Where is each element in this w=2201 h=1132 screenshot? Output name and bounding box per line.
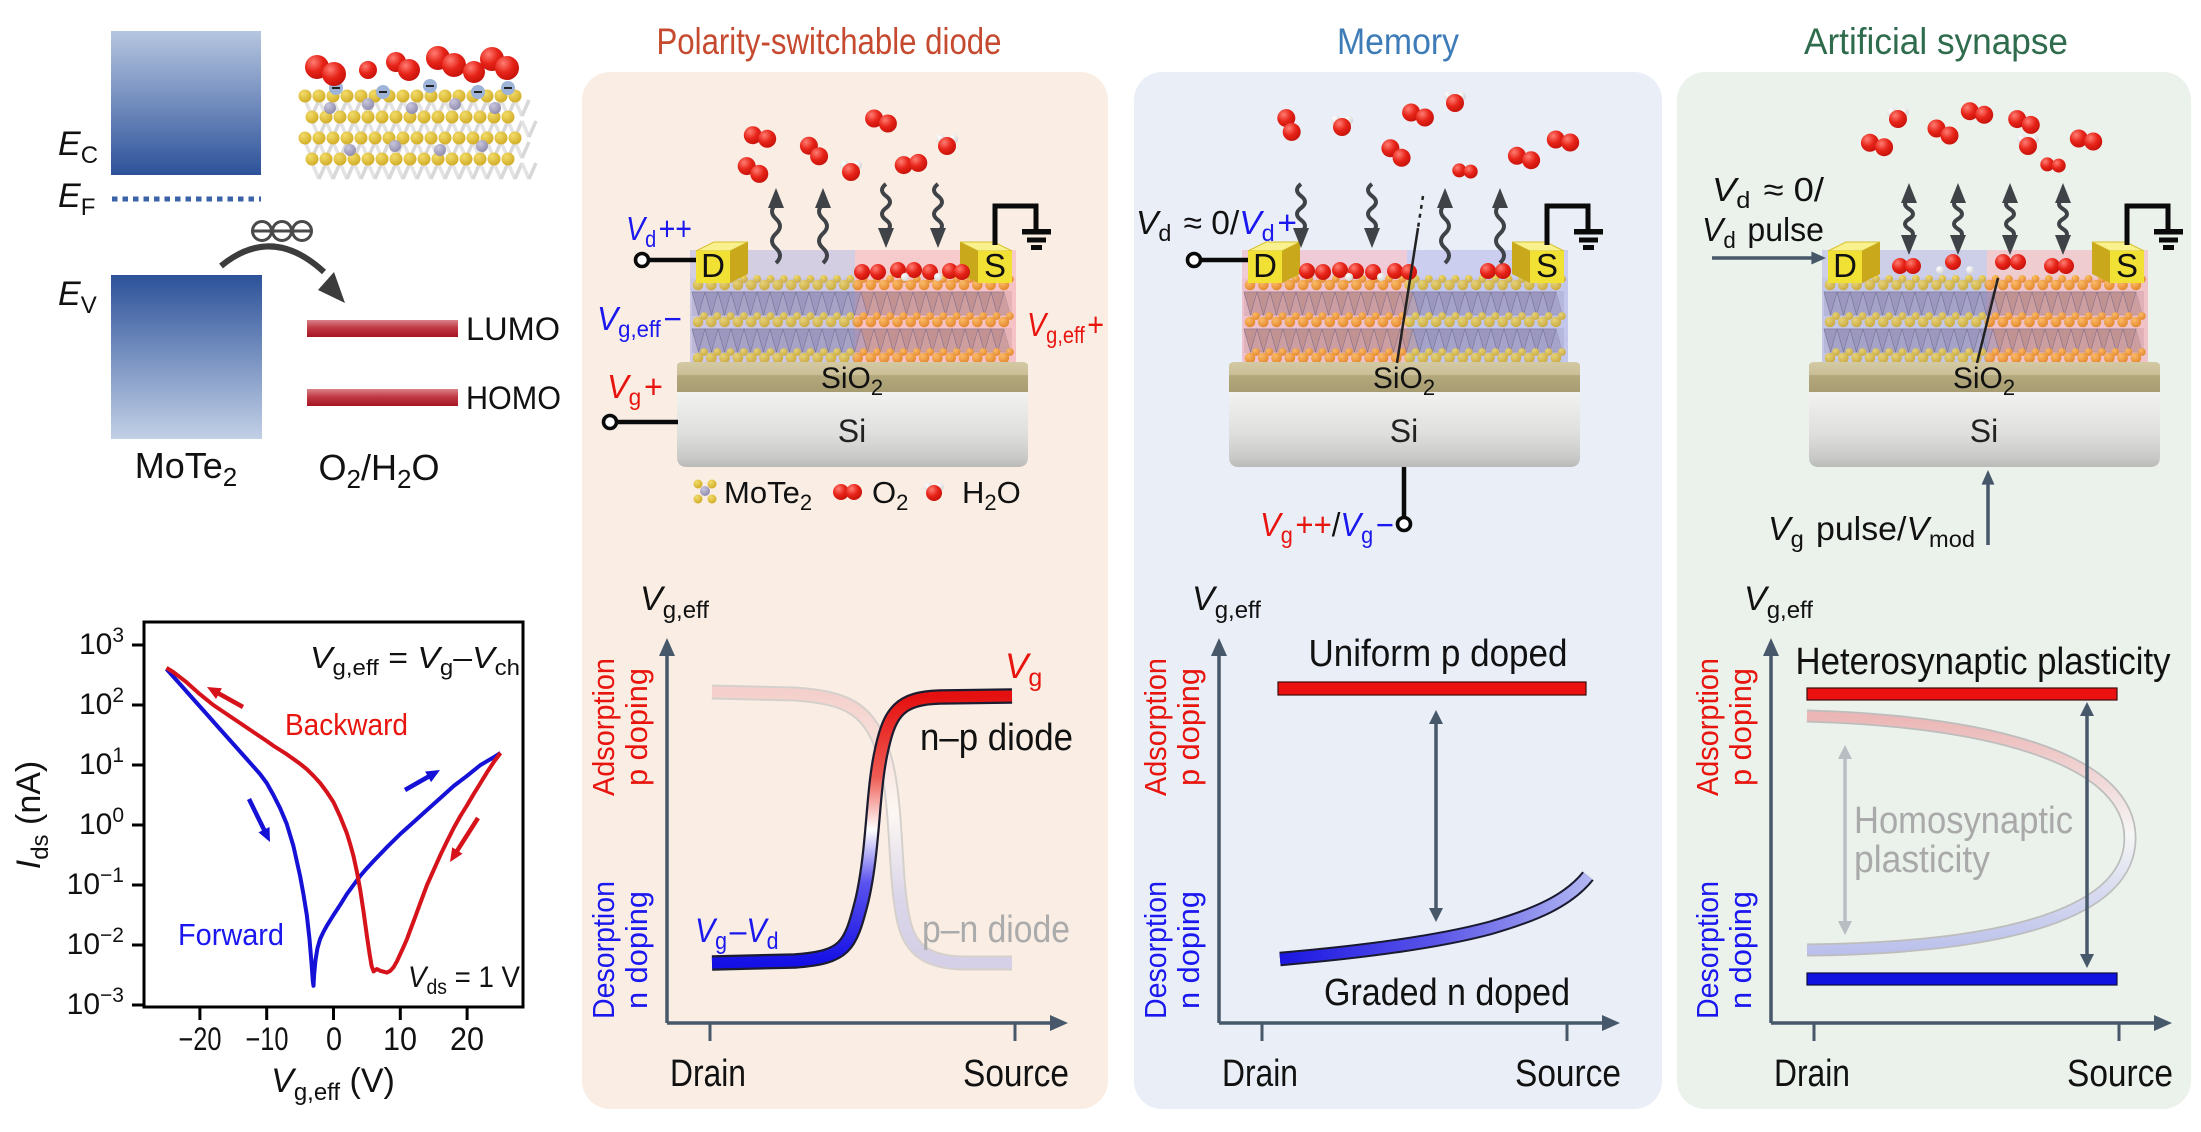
svg-text:Vg ++/Vg −: Vg ++/Vg − bbox=[1260, 506, 1394, 548]
svg-text:S: S bbox=[2116, 247, 2138, 284]
svg-text:S: S bbox=[1536, 247, 1558, 284]
svg-text:Backward: Backward bbox=[285, 707, 408, 742]
svg-text:HOMO: HOMO bbox=[466, 380, 561, 416]
svg-text:p–n diode: p–n diode bbox=[922, 909, 1070, 951]
svg-text:Si: Si bbox=[1970, 413, 1998, 449]
svg-text:Desorption: Desorption bbox=[586, 881, 621, 1019]
svg-text:n–p diode: n–p diode bbox=[920, 717, 1073, 759]
svg-text:Vg,eff: Vg,eff bbox=[1744, 580, 1813, 624]
svg-text:Artificial synapse: Artificial synapse bbox=[1804, 21, 2068, 62]
svg-text:Drain: Drain bbox=[1774, 1053, 1850, 1095]
svg-text:MoTe2: MoTe2 bbox=[724, 475, 812, 515]
svg-text:0: 0 bbox=[326, 1021, 342, 1057]
svg-text:Drain: Drain bbox=[1222, 1053, 1298, 1095]
svg-text:−10: −10 bbox=[246, 1021, 289, 1057]
svg-text:Vg: Vg bbox=[1005, 647, 1045, 692]
svg-text:Adsorption: Adsorption bbox=[586, 658, 621, 796]
svg-text:Vg,eff (V): Vg,eff (V) bbox=[271, 1062, 395, 1106]
svg-text:p doping: p doping bbox=[1723, 668, 1758, 786]
svg-text:D: D bbox=[1253, 247, 1277, 284]
svg-text:Memory: Memory bbox=[1337, 21, 1459, 62]
svg-text:10: 10 bbox=[383, 1021, 417, 1057]
svg-text:100: 100 bbox=[79, 804, 124, 841]
svg-text:Source: Source bbox=[1515, 1053, 1621, 1095]
svg-text:D: D bbox=[1833, 247, 1857, 284]
svg-text:Vg,eff: Vg,eff bbox=[640, 580, 709, 624]
svg-text:EC: EC bbox=[58, 125, 98, 169]
svg-text:D: D bbox=[701, 247, 725, 284]
svg-text:Adsorption: Adsorption bbox=[1690, 658, 1725, 796]
svg-text:p doping: p doping bbox=[1171, 668, 1206, 786]
svg-text:Vd ≈ 0/Vd +: Vd ≈ 0/Vd + bbox=[1136, 204, 1297, 246]
svg-text:Vg +: Vg + bbox=[607, 368, 663, 410]
svg-text:Ids (nA): Ids (nA) bbox=[10, 761, 54, 870]
svg-text:Vd pulse: Vd pulse bbox=[1702, 211, 1824, 253]
svg-text:plasticity: plasticity bbox=[1854, 839, 1990, 881]
svg-text:p doping: p doping bbox=[619, 668, 654, 786]
svg-text:S: S bbox=[984, 247, 1006, 284]
svg-text:Adsorption: Adsorption bbox=[1138, 658, 1173, 796]
svg-text:MoTe2: MoTe2 bbox=[135, 445, 238, 492]
svg-text:Drain: Drain bbox=[670, 1053, 746, 1095]
svg-text:n doping: n doping bbox=[1171, 891, 1206, 1009]
svg-text:O2/H2O: O2/H2O bbox=[319, 447, 440, 494]
svg-text:Vd ++: Vd ++ bbox=[626, 210, 692, 252]
svg-text:EF: EF bbox=[58, 177, 95, 221]
svg-text:Source: Source bbox=[2067, 1053, 2173, 1095]
svg-text:Vg,eff +: Vg,eff + bbox=[1027, 306, 1104, 348]
svg-text:EV: EV bbox=[58, 275, 97, 319]
svg-text:Source: Source bbox=[963, 1053, 1069, 1095]
svg-text:Uniform p doped: Uniform p doped bbox=[1309, 633, 1568, 675]
svg-text:Vd ≈ 0/: Vd ≈ 0/ bbox=[1712, 171, 1825, 213]
svg-text:n doping: n doping bbox=[1723, 891, 1758, 1009]
svg-text:Homosynaptic: Homosynaptic bbox=[1854, 800, 2073, 842]
svg-text:Si: Si bbox=[1390, 413, 1418, 449]
svg-text:Desorption: Desorption bbox=[1690, 881, 1725, 1019]
svg-text:Vds = 1 V: Vds = 1 V bbox=[408, 961, 520, 999]
svg-text:10−3: 10−3 bbox=[67, 984, 124, 1021]
svg-text:Vg,eff = Vg–Vch: Vg,eff = Vg–Vch bbox=[310, 640, 520, 680]
svg-text:Polarity-switchable diode: Polarity-switchable diode bbox=[657, 21, 1002, 62]
svg-text:Graded n doped: Graded n doped bbox=[1324, 972, 1570, 1014]
svg-text:Desorption: Desorption bbox=[1138, 881, 1173, 1019]
svg-text:LUMO: LUMO bbox=[466, 311, 560, 347]
svg-text:Forward: Forward bbox=[178, 917, 284, 952]
svg-text:Si: Si bbox=[838, 413, 866, 449]
svg-text:n doping: n doping bbox=[619, 891, 654, 1009]
svg-text:−20: −20 bbox=[179, 1021, 222, 1057]
svg-text:20: 20 bbox=[450, 1021, 484, 1057]
svg-text:Vg,eff: Vg,eff bbox=[1192, 580, 1261, 624]
svg-text:Heterosynaptic plasticity: Heterosynaptic plasticity bbox=[1796, 641, 2171, 683]
